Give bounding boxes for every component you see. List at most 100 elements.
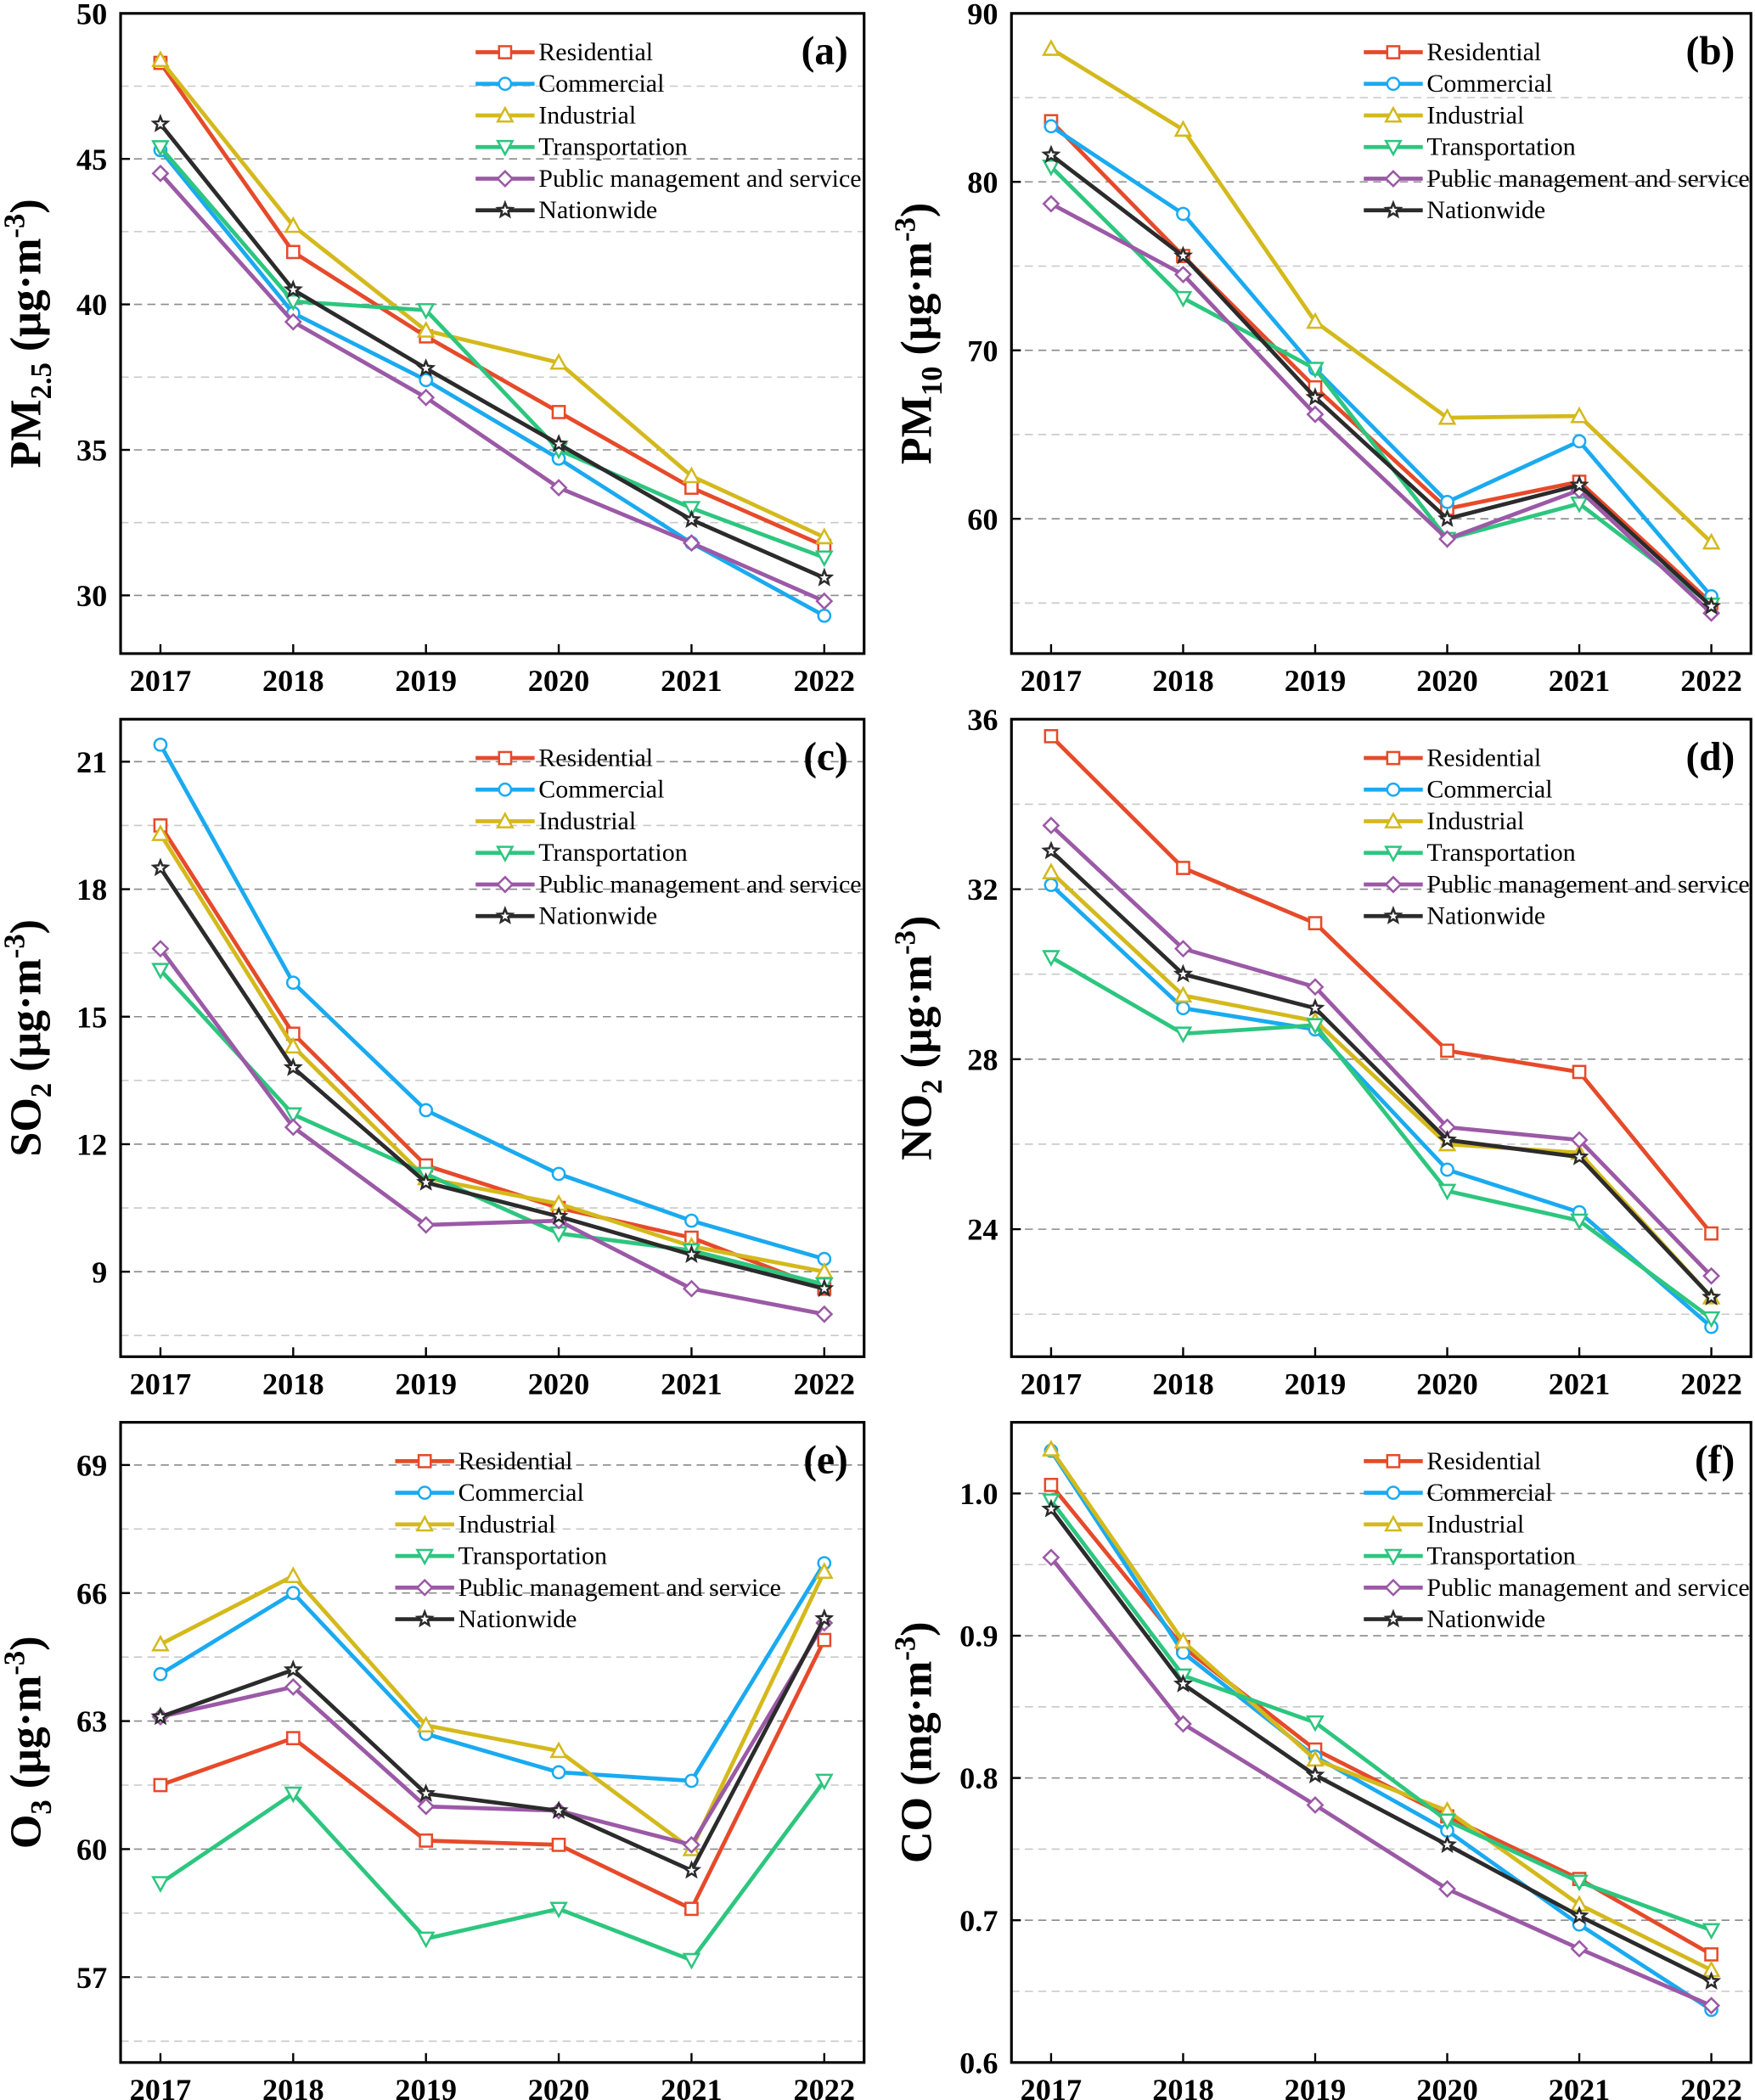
data-point [284,294,303,312]
data-point [1306,405,1325,424]
x-tick-label: 2018 [1152,664,1214,698]
data-point [283,279,303,299]
series-line [1049,47,1713,544]
x-tick-label: 2021 [661,664,723,698]
data-point [1570,1940,1589,1958]
data-point [1042,1440,1060,1457]
data-point [1437,407,1457,425]
data-point [1702,1311,1721,1328]
x-tick-label: 2022 [1680,1367,1742,1401]
x-tick-label: 2017 [130,2073,192,2100]
series-line [158,867,825,1291]
panel-f: 0.6 0.7 0.8 0.9 1.0 2017 2018 2019 2020 2021 2022 C… [889,1421,1752,2100]
legend-marker [496,875,515,894]
data-point [549,479,568,497]
data-point [551,1166,566,1182]
data-point [817,609,832,623]
data-point [1176,861,1190,875]
data-point [549,1741,568,1759]
series-industrial [151,50,834,545]
panel-label: (f) [1695,1439,1735,1483]
data-point [1176,206,1190,222]
series-public-management-and-service [1042,816,1721,1285]
series-line [1049,955,1713,1321]
x-tick-label: 2022 [794,2073,856,2100]
x-tick-label: 2020 [528,1367,590,1401]
y-label-close: ) [2,1636,50,1650]
series-line [1049,153,1713,609]
y-tick-label: 57 [76,1961,107,1995]
legend-label: Nationwide [1426,902,1545,930]
data-point [681,1244,701,1264]
legend-label: Transportation [1426,839,1575,867]
data-point [1702,1923,1721,1940]
data-point [1042,39,1060,56]
legend-label: Commercial [538,776,664,804]
y-tick-label: 15 [76,1000,107,1034]
data-point [285,1586,301,1601]
y-label-unit: (μg·m [893,242,942,367]
data-point [284,1566,303,1583]
series-transportation [151,963,834,1294]
legend-marker [1384,1578,1403,1597]
legend-label: Transportation [1426,133,1575,161]
y-label-subscript: 2.5 [25,362,58,399]
data-point [1173,1673,1194,1693]
legend-marker [1386,750,1401,766]
legend-label: Industrial [538,807,636,835]
y-label-superscript: -3 [889,930,922,955]
data-point [151,140,170,157]
legend-label: Industrial [1426,807,1524,835]
data-point [1306,362,1325,379]
y-label-close: ) [2,919,50,934]
data-point [1702,1266,1721,1285]
data-point [150,114,171,132]
data-point [416,321,436,338]
y-tick-label: 28 [967,1042,998,1076]
legend-label: Commercial [458,1479,584,1507]
data-point [815,592,834,610]
y-tick-label: 0.6 [959,2046,998,2080]
y-label-close: ) [893,916,942,930]
x-tick-label: 2021 [661,1367,723,1401]
series-line [1049,1449,1713,2012]
data-point [1437,1183,1457,1201]
series-line [1049,120,1713,605]
series-industrial [1042,39,1721,550]
data-point [419,1833,434,1848]
data-point [1041,144,1061,164]
series-transportation [151,1773,834,1970]
legend-label: Industrial [1426,1510,1524,1538]
series-public-management-and-service [1042,1548,1721,2015]
y-label-unit: (μg·m [893,955,942,1080]
data-point [1702,1971,1722,1991]
data-point [1572,434,1587,449]
x-tick-label: 2019 [395,2073,457,2100]
series-residential [1043,1478,1718,1962]
series-nationwide [1041,1498,1722,1991]
legend-label: Industrial [538,101,636,129]
data-point [1440,494,1454,509]
legend-marker [1384,170,1403,188]
data-point [1043,728,1059,744]
legend-label: Nationwide [1426,1605,1545,1633]
x-tick-label: 2020 [1416,1367,1478,1401]
series-line [158,744,825,1261]
y-tick-label: 60 [967,503,998,536]
data-point [416,1171,436,1191]
series-residential [1043,728,1718,1241]
legend: Residential Commercial Industrial Transport… [1364,744,1750,930]
series-line [1049,1499,1713,1933]
legend-marker [1384,105,1403,123]
y-axis-label: CO (mg·m-3) [889,1621,942,1863]
data-point [151,824,170,841]
data-point [1174,1715,1192,1733]
data-point [814,1562,834,1579]
legend: Residential Commercial Industrial Transport… [475,744,862,930]
legend-marker [1384,811,1403,828]
data-point [1043,119,1059,134]
data-point [417,1216,436,1234]
data-point [1174,940,1192,958]
legend-marker [1386,45,1401,59]
series-line [1049,883,1713,1329]
